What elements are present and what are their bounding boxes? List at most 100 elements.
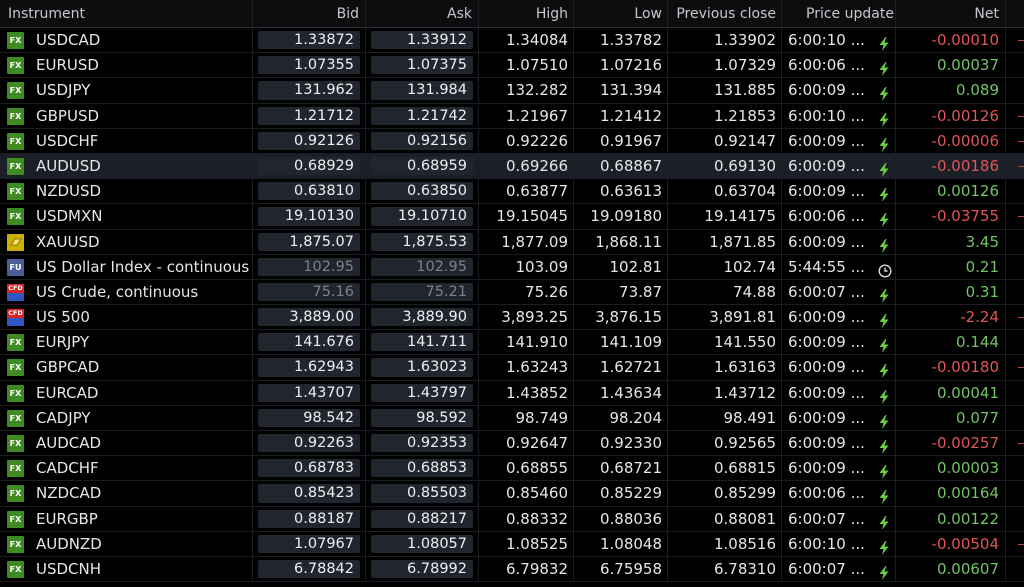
bid-button[interactable]: 0.92263	[258, 434, 360, 453]
table-row[interactable]: FX GBPUSD 1.21712 1.21742 1.21967 1.21412…	[0, 103, 1024, 129]
bid-button[interactable]: 131.962	[258, 81, 360, 100]
instrument-cell[interactable]: CFD US Crude, continuous	[0, 279, 253, 305]
bid-button[interactable]: 0.85423	[258, 484, 360, 503]
table-row[interactable]: FX AUDUSD 0.68929 0.68959 0.69266 0.68867…	[0, 153, 1024, 180]
ask-cell[interactable]: 1.21742	[366, 103, 479, 128]
bid-cell[interactable]: 98.542	[253, 405, 366, 430]
column-header-high[interactable]: High	[479, 0, 574, 27]
bid-button[interactable]: 1.21712	[258, 106, 360, 125]
ask-button[interactable]: 0.92156	[371, 131, 473, 150]
ask-cell[interactable]: 1.07375	[366, 53, 479, 78]
ask-button[interactable]: 0.85503	[371, 484, 473, 503]
bid-button[interactable]: 98.542	[258, 408, 360, 427]
ask-button[interactable]: 1.08057	[371, 534, 473, 553]
instrument-cell[interactable]: XAUUSD	[0, 229, 253, 254]
ask-cell[interactable]: 1.33912	[366, 28, 479, 53]
bid-button[interactable]: 75.16	[258, 282, 360, 302]
ask-button[interactable]: 19.10710	[371, 207, 473, 226]
column-header-instrument[interactable]: Instrument	[0, 0, 253, 27]
bid-button[interactable]: 6.78842	[258, 559, 360, 579]
bid-button[interactable]: 0.68783	[258, 459, 360, 478]
ask-cell[interactable]: 1,875.53	[366, 229, 479, 254]
bid-cell[interactable]: 6.78842	[253, 556, 366, 582]
bid-button[interactable]: 0.92126	[258, 131, 360, 150]
instrument-cell[interactable]: FX USDMXN	[0, 204, 253, 229]
instrument-cell[interactable]: FX USDCNH	[0, 556, 253, 582]
bid-cell[interactable]: 0.63810	[253, 179, 366, 204]
bid-cell[interactable]: 1.07355	[253, 53, 366, 78]
bid-cell[interactable]: 131.962	[253, 78, 366, 103]
ask-button[interactable]: 1.33912	[371, 31, 473, 50]
column-header-price-update[interactable]: Price update	[782, 0, 896, 27]
ask-cell[interactable]: 102.95	[366, 254, 479, 279]
instrument-cell[interactable]: FX AUDNZD	[0, 531, 253, 556]
table-row[interactable]: FX USDMXN 19.10130 19.10710 19.15045 19.0…	[0, 204, 1024, 230]
ask-button[interactable]: 1.21742	[371, 106, 473, 125]
column-header-previous-close[interactable]: Previous close	[668, 0, 782, 27]
table-row[interactable]: FU US Dollar Index - continuous 102.95 10…	[0, 254, 1024, 280]
bid-cell[interactable]: 1.62943	[253, 355, 366, 380]
ask-button[interactable]: 0.68853	[371, 459, 473, 478]
bid-cell[interactable]: 141.676	[253, 330, 366, 355]
instrument-cell[interactable]: FX CADCHF	[0, 456, 253, 481]
bid-button[interactable]: 1.07967	[258, 534, 360, 553]
ask-cell[interactable]: 6.78992	[366, 556, 479, 582]
ask-button[interactable]: 0.68959	[371, 156, 473, 176]
table-row[interactable]: XAUUSD 1,875.07 1,875.53 1,877.09 1,868.…	[0, 229, 1024, 255]
bid-button[interactable]: 1.43707	[258, 383, 360, 402]
bid-button[interactable]: 1,875.07	[258, 232, 360, 251]
bid-button[interactable]: 1.33872	[258, 31, 360, 50]
ask-cell[interactable]: 1.63023	[366, 355, 479, 380]
ask-cell[interactable]: 0.92353	[366, 431, 479, 456]
ask-cell[interactable]: 0.88217	[366, 506, 479, 531]
ask-cell[interactable]: 0.92156	[366, 128, 479, 153]
ask-button[interactable]: 1.43797	[371, 383, 473, 402]
bid-cell[interactable]: 75.16	[253, 279, 366, 305]
ask-button[interactable]: 0.88217	[371, 509, 473, 528]
ask-cell[interactable]: 0.68853	[366, 456, 479, 481]
bid-cell[interactable]: 0.85423	[253, 481, 366, 506]
bid-cell[interactable]: 1.07967	[253, 531, 366, 556]
instrument-cell[interactable]: FX USDCAD	[0, 28, 253, 53]
ask-cell[interactable]: 1.08057	[366, 531, 479, 556]
instrument-cell[interactable]: FX GBPUSD	[0, 103, 253, 128]
column-header-net[interactable]: Net	[896, 0, 1006, 27]
table-row[interactable]: FX EURGBP 0.88187 0.88217 0.88332 0.88036…	[0, 506, 1024, 532]
ask-cell[interactable]: 131.984	[366, 78, 479, 103]
table-row[interactable]: FX NZDCAD 0.85423 0.85503 0.85460 0.85229…	[0, 481, 1024, 507]
ask-cell[interactable]: 0.68959	[366, 153, 479, 179]
bid-button[interactable]: 3,889.00	[258, 308, 360, 327]
instrument-cell[interactable]: FX NZDCAD	[0, 481, 253, 506]
bid-cell[interactable]: 19.10130	[253, 204, 366, 229]
table-row[interactable]: FX EURJPY 141.676 141.711 141.910 141.109…	[0, 330, 1024, 356]
ask-button[interactable]: 102.95	[371, 257, 473, 276]
ask-cell[interactable]: 1.43797	[366, 380, 479, 405]
instrument-cell[interactable]: FX EURUSD	[0, 53, 253, 78]
table-row[interactable]: CFD US 500 3,889.00 3,889.90 3,893.25 3,8…	[0, 305, 1024, 331]
column-header-ask[interactable]: Ask	[366, 0, 479, 27]
table-row[interactable]: CFD US Crude, continuous 75.16 75.21 75.2…	[0, 279, 1024, 306]
instrument-cell[interactable]: FX EURJPY	[0, 330, 253, 355]
bid-button[interactable]: 141.676	[258, 333, 360, 352]
table-row[interactable]: FX EURUSD 1.07355 1.07375 1.07510 1.07216…	[0, 53, 1024, 79]
bid-cell[interactable]: 0.92263	[253, 431, 366, 456]
instrument-cell[interactable]: FX USDJPY	[0, 78, 253, 103]
table-row[interactable]: FX CADJPY 98.542 98.592 98.749 98.204 98.…	[0, 405, 1024, 431]
column-header-bid[interactable]: Bid	[253, 0, 366, 27]
instrument-cell[interactable]: FX EURCAD	[0, 380, 253, 405]
bid-button[interactable]: 0.68929	[258, 156, 360, 176]
table-row[interactable]: FX AUDCAD 0.92263 0.92353 0.92647 0.92330…	[0, 431, 1024, 457]
ask-cell[interactable]: 98.592	[366, 405, 479, 430]
ask-cell[interactable]: 141.711	[366, 330, 479, 355]
bid-cell[interactable]: 102.95	[253, 254, 366, 279]
ask-button[interactable]: 0.63850	[371, 182, 473, 201]
ask-cell[interactable]: 0.63850	[366, 179, 479, 204]
bid-cell[interactable]: 1.43707	[253, 380, 366, 405]
bid-button[interactable]: 0.63810	[258, 182, 360, 201]
ask-button[interactable]: 3,889.90	[371, 308, 473, 327]
ask-button[interactable]: 131.984	[371, 81, 473, 100]
ask-button[interactable]: 1.07375	[371, 56, 473, 75]
instrument-cell[interactable]: FX NZDUSD	[0, 179, 253, 204]
ask-button[interactable]: 141.711	[371, 333, 473, 352]
bid-button[interactable]: 102.95	[258, 257, 360, 276]
